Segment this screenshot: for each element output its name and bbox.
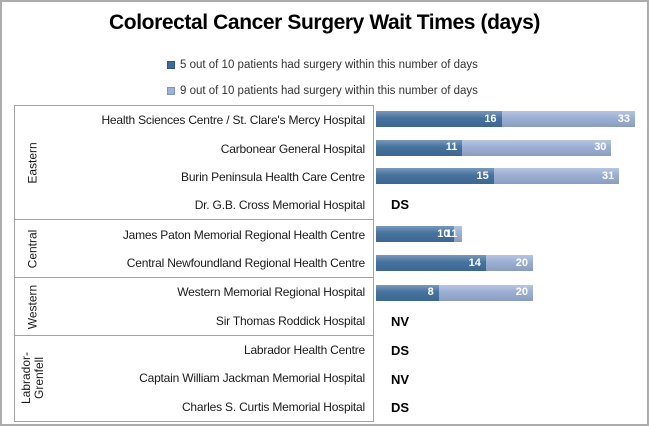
category-axis-box: Eastern Health Sciences Centre / St. Clar… [14, 105, 374, 422]
region-band: Central James Paton Memorial Regional Hea… [15, 220, 373, 279]
hospital-row: Western Memorial Regional Hospital [51, 278, 373, 306]
bar-segment-p90: 30 [462, 139, 612, 156]
region-band: Eastern Health Sciences Centre / St. Clar… [15, 106, 373, 221]
hospital-label: Dr. G.B. Cross Memorial Hospital [194, 198, 366, 213]
bar-value-p50: 10 [437, 227, 450, 240]
bar-row: DS [376, 393, 638, 422]
region-label: Central [25, 229, 40, 269]
region-band: Western Western Memorial Regional Hospita… [15, 278, 373, 336]
bar-row: NV [376, 365, 638, 394]
legend-label-p50: 5 out of 10 patients had surgery within … [180, 59, 478, 71]
hospital-row: Health Sciences Centre / St. Clare's Mer… [51, 106, 373, 134]
legend-item-p50: 5 out of 10 patients had surgery within … [167, 52, 478, 78]
bar-value-p90: 33 [617, 112, 630, 125]
plot-band: 16 33 11 30 15 31 DS [376, 105, 638, 220]
hospital-row: Dr. G.B. Cross Memorial Hospital [51, 191, 373, 219]
legend-item-p90: 9 out of 10 patients had surgery within … [167, 78, 478, 104]
bar-segment-p90: 31 [493, 168, 620, 185]
bar-row: 14 20 [376, 249, 638, 278]
hospital-row: James Paton Memorial Regional Health Cen… [51, 220, 373, 248]
hospital-label: James Paton Memorial Regional Health Cen… [122, 227, 365, 242]
hospital-row: Sir Thomas Roddick Hospital [51, 307, 373, 335]
bar-segment-p50: 14 [376, 255, 486, 271]
hospital-row: Labrador Health Centre [51, 336, 373, 364]
hospital-row: Charles S. Curtis Memorial Hospital [51, 393, 373, 421]
region-label: Western [25, 284, 40, 329]
bar-row: 16 33 [376, 105, 638, 134]
region-cell: Central [15, 220, 51, 277]
bar-value-p90: 31 [602, 169, 615, 182]
note-label: DS [391, 343, 410, 359]
plot-band: 10 11 14 20 [376, 220, 638, 278]
bar-row: DS [376, 191, 638, 220]
hospital-label: Health Sciences Centre / St. Clare's Mer… [101, 113, 365, 128]
stacked-bar: 15 31 [376, 168, 620, 185]
bar-segment-p50: 15 [376, 168, 494, 185]
bar-row: 8 20 [376, 278, 638, 307]
bar-row: NV [376, 307, 638, 336]
region-band: Labrador- Grenfell Labrador Health Centre… [15, 336, 373, 421]
stacked-bar: 10 11 [376, 226, 463, 243]
note-label: NV [391, 313, 410, 329]
hospital-label: Labrador Health Centre [243, 343, 365, 358]
region-label: Eastern [25, 142, 40, 184]
hospital-column: Western Memorial Regional Hospital Sir Th… [51, 278, 373, 335]
stacked-bar: 14 20 [376, 255, 533, 271]
hospital-column: James Paton Memorial Regional Health Cen… [51, 220, 373, 277]
bar-segment-p90: 20 [485, 255, 533, 271]
stacked-bar: 8 20 [376, 284, 533, 301]
bar-segment-p50: 11 [376, 139, 463, 156]
hospital-row: Burin Peninsula Health Care Centre [51, 163, 373, 191]
plot-band: 8 20 NV [376, 278, 638, 336]
region-label: Labrador- Grenfell [19, 352, 46, 405]
region-cell: Labrador- Grenfell [15, 336, 51, 421]
legend-swatch-p50-icon [167, 61, 175, 69]
bar-value-p50: 8 [427, 286, 434, 299]
bar-segment-p50: 16 [376, 111, 502, 128]
hospital-label: Burin Peninsula Health Care Centre [181, 169, 365, 184]
hospital-column: Labrador Health Centre Captain William Ja… [51, 336, 373, 421]
bar-value-p90: 20 [515, 286, 528, 299]
hospital-label: Sir Thomas Roddick Hospital [215, 313, 365, 328]
bar-value-p50: 11 [445, 141, 458, 154]
bar-segment-p90: 33 [501, 111, 635, 128]
stacked-bar: 16 33 [376, 111, 635, 128]
chart-title: Colorectal Cancer Surgery Wait Times (da… [109, 11, 540, 34]
hospital-label: Charles S. Curtis Memorial Hospital [181, 399, 365, 414]
legend: 5 out of 10 patients had surgery within … [167, 52, 478, 104]
bar-segment-p50: 8 [376, 284, 439, 301]
region-cell: Eastern [15, 106, 51, 219]
plot-area: 16 33 11 30 15 31 DS 10 11 14 20 8 20 NV DS NV DS [376, 105, 638, 422]
bar-row: 10 11 [376, 220, 638, 249]
hospital-label: Captain William Jackman Memorial Hospita… [139, 371, 365, 386]
hospital-row: Central Newfoundland Regional Health Cen… [51, 249, 373, 277]
bar-value-p50: 16 [484, 112, 497, 125]
stacked-bar: 11 30 [376, 139, 612, 156]
hospital-label: Carbonear General Hospital [220, 141, 365, 156]
hospital-row: Captain William Jackman Memorial Hospita… [51, 364, 373, 392]
bar-value-p50: 14 [468, 256, 481, 269]
region-cell: Western [15, 278, 51, 335]
bar-row: 15 31 [376, 162, 638, 191]
hospital-column: Health Sciences Centre / St. Clare's Mer… [51, 106, 373, 219]
bar-segment-p90: 20 [438, 284, 533, 301]
bar-value-p90: 11 [445, 227, 458, 240]
legend-label-p90: 9 out of 10 patients had surgery within … [180, 85, 478, 97]
hospital-label: Western Memorial Regional Hospital [177, 285, 365, 300]
bar-segment-p90: 11 [446, 226, 463, 243]
note-label: NV [391, 371, 410, 387]
bar-row: DS [376, 336, 638, 365]
hospital-row: Carbonear General Hospital [51, 134, 373, 162]
bar-segment-p50: 10 [376, 226, 455, 243]
bar-row: 11 30 [376, 134, 638, 163]
plot-band: DS NV DS [376, 336, 638, 422]
bar-value-p90: 30 [594, 141, 607, 154]
bar-value-p90: 20 [515, 256, 528, 269]
hospital-label: Central Newfoundland Regional Health Cen… [126, 256, 365, 271]
legend-swatch-p90-icon [167, 87, 175, 95]
note-label: DS [391, 400, 410, 416]
bar-value-p50: 15 [476, 169, 489, 182]
note-label: DS [391, 197, 410, 213]
